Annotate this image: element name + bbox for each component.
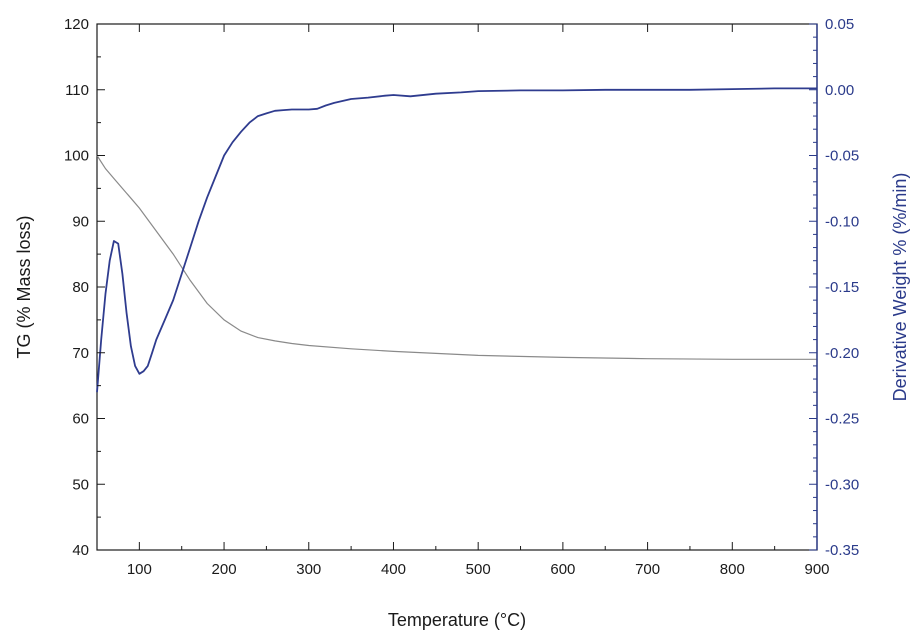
left-y-tick-label: 100 — [64, 148, 89, 165]
left-y-tick-label: 120 — [64, 16, 89, 33]
right-y-axis-ticks: -0.35 -0.30 -0.25 -0.20 -0.15 -0.10 -0.05 0.00 0… — [809, 16, 859, 559]
left-y-tick-label: 90 — [72, 213, 89, 230]
dtg-curve — [96, 87, 817, 393]
right-y-tick-label: -0.05 — [825, 148, 859, 165]
right-y-tick-label: -0.25 — [825, 411, 859, 428]
x-tick-label: 400 — [381, 561, 406, 578]
right-y-tick-label: -0.30 — [825, 476, 859, 493]
right-y-tick-label: 0.05 — [825, 16, 854, 33]
right-y-tick-label: 0.00 — [825, 82, 854, 99]
plot-frame — [96, 23, 818, 551]
tg-curve — [96, 155, 817, 360]
left-y-tick-label: 70 — [72, 345, 89, 362]
left-y-tick-label: 50 — [72, 476, 89, 493]
right-y-tick-label: -0.10 — [825, 213, 859, 230]
x-axis-title: Temperature (°C) — [388, 610, 526, 630]
x-tick-label: 300 — [296, 561, 321, 578]
right-y-tick-label: -0.35 — [825, 542, 859, 559]
right-y-tick-label: -0.15 — [825, 279, 859, 296]
x-tick-label: 700 — [635, 561, 660, 578]
left-y-tick-label: 60 — [72, 411, 89, 428]
right-y-axis-title: Derivative Weight % (%/min) — [890, 173, 910, 402]
x-tick-label: 800 — [720, 561, 745, 578]
left-y-axis-ticks: 40 50 60 70 80 90 100 110 120 — [64, 16, 105, 559]
x-tick-label: 100 — [127, 561, 152, 578]
left-y-tick-label: 80 — [72, 279, 89, 296]
left-y-tick-label: 40 — [72, 542, 89, 559]
x-tick-label: 500 — [466, 561, 491, 578]
x-tick-label: 900 — [804, 561, 829, 578]
x-tick-label: 600 — [550, 561, 575, 578]
left-y-tick-label: 110 — [65, 82, 89, 99]
x-axis-ticks: 100 200 300 400 500 600 700 800 900 — [127, 24, 830, 578]
right-y-tick-label: -0.20 — [825, 345, 859, 362]
left-y-axis-title: TG (% Mass loss) — [14, 215, 34, 358]
x-tick-label: 200 — [212, 561, 237, 578]
tg-series-group — [96, 155, 817, 360]
dtg-series-group — [96, 87, 817, 393]
